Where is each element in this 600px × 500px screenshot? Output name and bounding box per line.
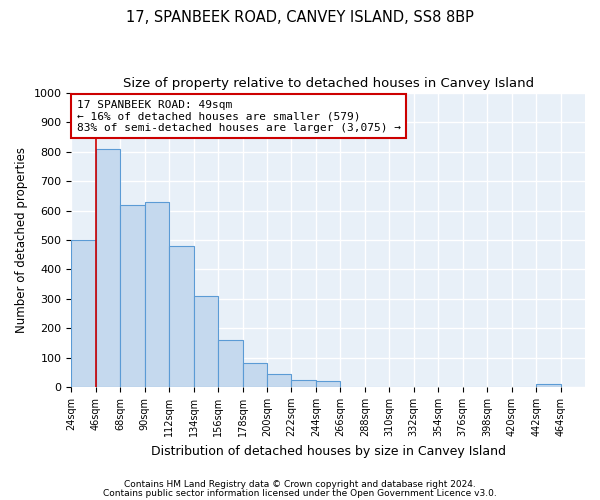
Bar bbox=[194, 296, 218, 387]
Bar bbox=[120, 204, 145, 387]
Text: 17, SPANBEEK ROAD, CANVEY ISLAND, SS8 8BP: 17, SPANBEEK ROAD, CANVEY ISLAND, SS8 8B… bbox=[126, 10, 474, 25]
Bar bbox=[218, 340, 242, 387]
Text: Contains public sector information licensed under the Open Government Licence v3: Contains public sector information licen… bbox=[103, 488, 497, 498]
Bar bbox=[292, 380, 316, 387]
Text: Contains HM Land Registry data © Crown copyright and database right 2024.: Contains HM Land Registry data © Crown c… bbox=[124, 480, 476, 489]
Bar bbox=[169, 246, 194, 387]
Bar bbox=[96, 149, 120, 387]
Text: 17 SPANBEEK ROAD: 49sqm
← 16% of detached houses are smaller (579)
83% of semi-d: 17 SPANBEEK ROAD: 49sqm ← 16% of detache… bbox=[77, 100, 401, 132]
Bar bbox=[71, 240, 96, 387]
Title: Size of property relative to detached houses in Canvey Island: Size of property relative to detached ho… bbox=[122, 78, 534, 90]
Bar bbox=[536, 384, 560, 387]
Bar bbox=[316, 381, 340, 387]
Bar bbox=[242, 364, 267, 387]
Bar bbox=[267, 374, 292, 387]
Bar bbox=[145, 202, 169, 387]
Y-axis label: Number of detached properties: Number of detached properties bbox=[15, 147, 28, 333]
X-axis label: Distribution of detached houses by size in Canvey Island: Distribution of detached houses by size … bbox=[151, 444, 506, 458]
